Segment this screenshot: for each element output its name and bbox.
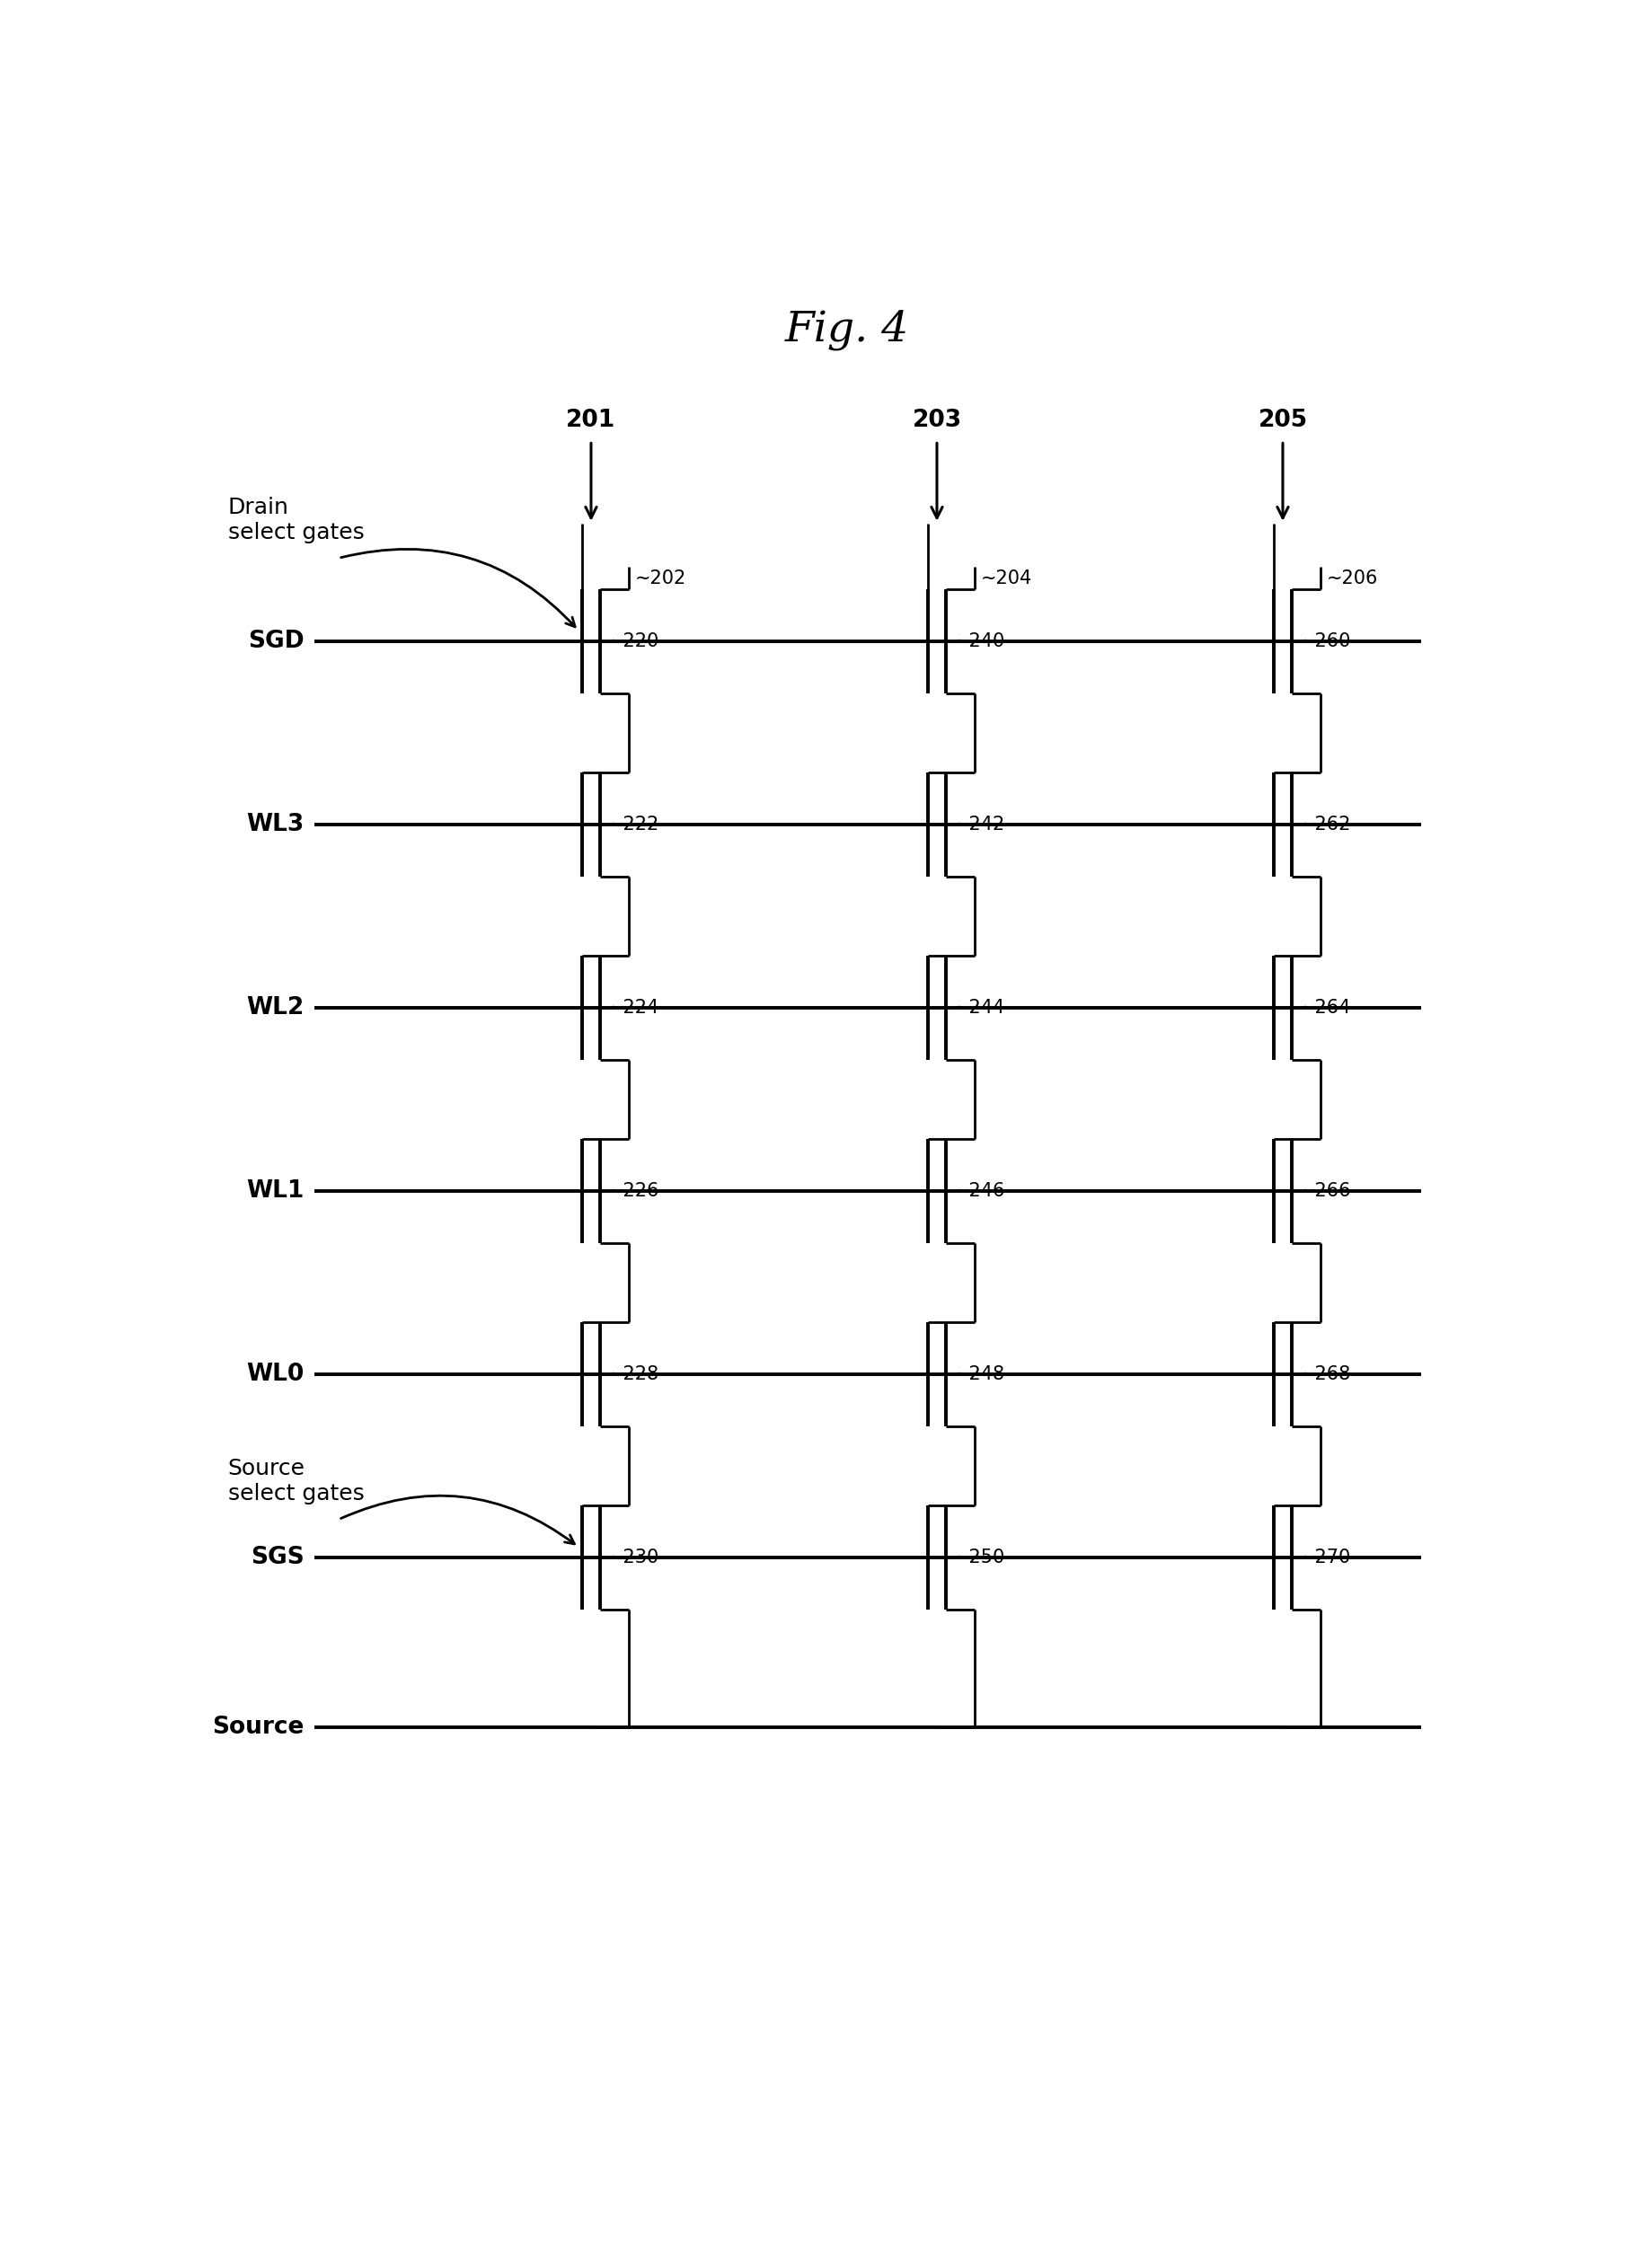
- Text: Source
select gates: Source select gates: [228, 1457, 363, 1504]
- Text: ∼264: ∼264: [1300, 998, 1351, 1017]
- Text: ∼266: ∼266: [1300, 1181, 1351, 1200]
- Text: ∼262: ∼262: [1300, 815, 1351, 834]
- Text: ∼206: ∼206: [1327, 569, 1378, 587]
- Text: ∼224: ∼224: [608, 998, 659, 1017]
- Text: ∼204: ∼204: [981, 569, 1032, 587]
- Text: ∼240: ∼240: [955, 633, 1006, 651]
- Text: ∼268: ∼268: [1300, 1364, 1351, 1383]
- Text: ∼222: ∼222: [608, 815, 659, 834]
- Text: ∼244: ∼244: [955, 998, 1006, 1017]
- Text: WL2: WL2: [246, 996, 304, 1019]
- Text: ∼202: ∼202: [634, 569, 686, 587]
- Text: ∼220: ∼220: [608, 633, 659, 651]
- Text: SGS: SGS: [251, 1545, 304, 1570]
- Text: ∼226: ∼226: [608, 1181, 659, 1200]
- Text: WL0: WL0: [246, 1362, 304, 1385]
- Text: WL3: WL3: [246, 813, 304, 836]
- Text: WL1: WL1: [246, 1179, 304, 1202]
- Text: SGD: SGD: [248, 630, 304, 653]
- Text: ∼242: ∼242: [955, 815, 1006, 834]
- Text: ∼270: ∼270: [1300, 1547, 1351, 1565]
- Text: ∼250: ∼250: [955, 1547, 1006, 1565]
- Text: 205: 205: [1259, 409, 1307, 431]
- Text: Source: Source: [211, 1715, 304, 1739]
- Text: ∼230: ∼230: [608, 1547, 659, 1565]
- Text: 203: 203: [912, 409, 961, 431]
- Text: ∼228: ∼228: [608, 1364, 659, 1383]
- Text: Drain
select gates: Drain select gates: [228, 497, 363, 544]
- Text: 201: 201: [567, 409, 616, 431]
- Text: ∼246: ∼246: [955, 1181, 1006, 1200]
- Text: ∼260: ∼260: [1300, 633, 1351, 651]
- Text: Fig. 4: Fig. 4: [785, 309, 909, 350]
- Text: ∼248: ∼248: [955, 1364, 1006, 1383]
